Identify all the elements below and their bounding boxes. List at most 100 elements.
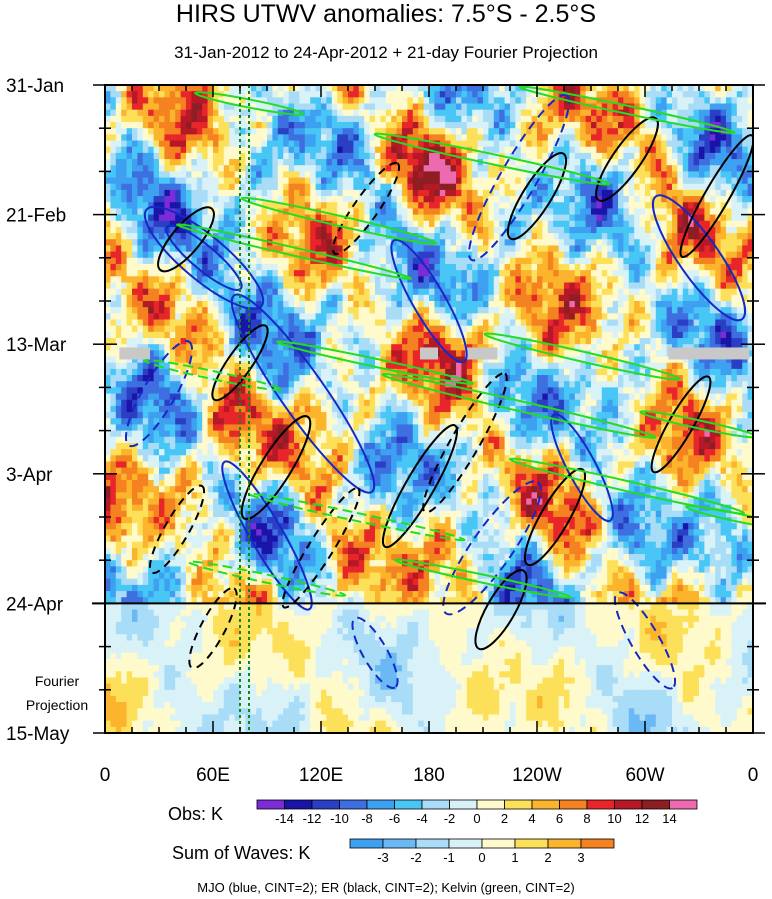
obs-cell — [153, 245, 160, 253]
obs-cell — [477, 171, 484, 179]
obs-cell — [515, 109, 522, 117]
obs-cell — [585, 202, 592, 210]
obs-cell — [434, 208, 441, 216]
obs-cell — [299, 122, 306, 129]
obs-cell — [283, 214, 290, 222]
obs-cell — [520, 270, 527, 277]
obs-cell — [348, 134, 354, 142]
obs-cell — [299, 134, 306, 142]
obs-cell — [202, 202, 209, 210]
obs-cell — [466, 331, 473, 339]
obs-cell — [580, 159, 587, 166]
obs-cell — [747, 134, 753, 142]
obs-cell — [310, 251, 317, 259]
obs-cell — [380, 208, 387, 216]
obs-cell — [477, 313, 484, 321]
obs-cell — [709, 282, 716, 290]
obs-cell — [709, 146, 716, 154]
obs-cell — [310, 214, 317, 222]
obs-cell — [337, 177, 344, 185]
obs-cell — [461, 109, 468, 117]
obs-cell — [213, 140, 219, 148]
obs-cell — [526, 140, 533, 148]
obs-cell — [105, 313, 111, 321]
obs-cell — [213, 270, 219, 277]
obs-cell — [375, 233, 381, 240]
obs-cell — [483, 208, 489, 216]
obs-cell — [585, 97, 592, 105]
obs-cell — [731, 294, 738, 302]
obs-cell — [731, 307, 738, 314]
obs-cell — [709, 251, 716, 259]
obs-cell — [213, 325, 219, 333]
obs-cell — [553, 85, 560, 92]
obs-cell — [256, 245, 263, 253]
obs-cell — [596, 276, 603, 284]
obs-cell — [429, 276, 435, 284]
obs-cell — [682, 97, 689, 105]
obs-cell — [493, 189, 500, 197]
obs-cell — [396, 307, 403, 314]
obs-cell — [682, 294, 689, 302]
obs-cell — [580, 288, 587, 296]
obs-cell — [569, 196, 576, 203]
obs-cell — [510, 146, 516, 154]
obs-cell — [407, 189, 414, 197]
obs-cell — [326, 288, 333, 296]
obs-cell — [186, 276, 192, 284]
obs-cell — [639, 263, 646, 271]
obs-cell — [715, 270, 722, 277]
obs-cell — [591, 208, 597, 216]
obs-cell — [121, 325, 128, 333]
obs-cell — [726, 97, 732, 105]
obs-cell — [310, 331, 317, 339]
obs-cell — [520, 307, 527, 314]
obs-cell — [202, 128, 209, 135]
obs-cell — [331, 189, 338, 197]
obs-cell — [348, 196, 354, 203]
obs-cell — [240, 294, 246, 302]
obs-cell — [369, 288, 376, 296]
obs-cell — [585, 128, 592, 135]
obs-cell — [331, 208, 338, 216]
obs-cell — [488, 301, 495, 308]
obs-cell — [574, 183, 581, 191]
obs-cell — [375, 338, 381, 345]
obs-cell — [310, 233, 317, 240]
obs-cell — [132, 282, 138, 290]
obs-cell — [596, 189, 603, 197]
obs-cell — [331, 325, 338, 333]
obs-cell — [493, 263, 500, 271]
obs-cell — [731, 245, 738, 253]
obs-cell — [434, 196, 441, 203]
obs-cell — [380, 282, 387, 290]
obs-cell — [223, 196, 230, 203]
obs-cell — [650, 263, 657, 271]
obs-cell — [510, 245, 516, 253]
obs-cell — [326, 325, 333, 333]
obs-cell — [348, 331, 354, 339]
obs-cell — [510, 319, 516, 327]
obs-cell — [315, 91, 322, 98]
obs-cell — [304, 171, 311, 179]
obs-cell — [747, 146, 753, 154]
obs-cell — [634, 152, 641, 160]
obs-cell — [726, 301, 732, 308]
obs-cell — [180, 208, 187, 216]
obs-cell — [261, 122, 268, 129]
obs-cell — [396, 220, 403, 228]
obs-cell — [380, 189, 387, 197]
obs-cell — [229, 319, 236, 327]
obs-cell — [380, 276, 387, 284]
obs-cell — [580, 226, 587, 234]
obs-cell — [564, 122, 570, 129]
obs-cell — [396, 263, 403, 271]
obs-cell — [196, 245, 203, 253]
obs-cell — [461, 307, 468, 314]
obs-cell — [342, 313, 349, 321]
obs-cell — [488, 208, 495, 216]
obs-cell — [337, 220, 344, 228]
obs-cell — [137, 338, 144, 345]
obs-cell — [677, 257, 684, 265]
obs-cell — [726, 307, 732, 314]
